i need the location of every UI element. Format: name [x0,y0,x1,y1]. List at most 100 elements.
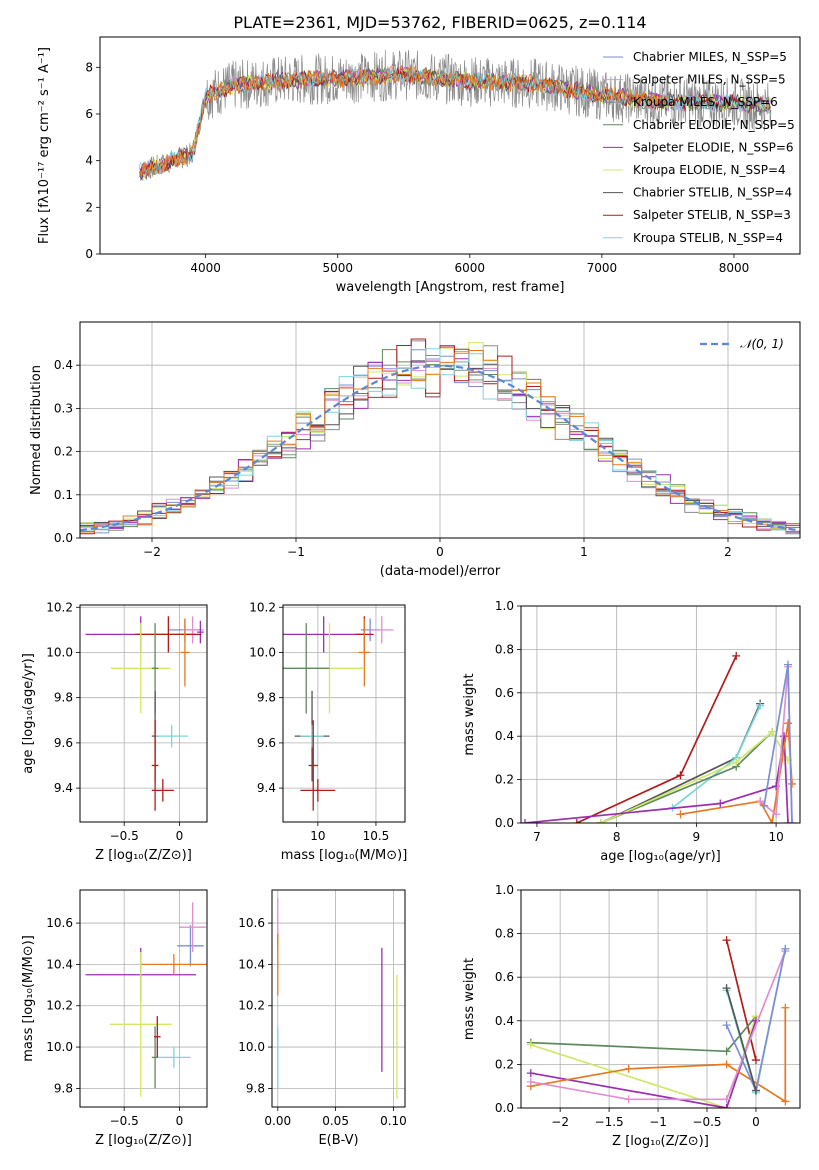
plot-area [80,338,800,535]
series-line [530,1015,757,1053]
x-tick-label: −0.5 [692,1115,721,1129]
y-tick-label: 0.3 [54,401,73,415]
legend-entry: Kroupa ELODIE, N_SSP=4 [633,163,786,177]
y-tick-label: 0.6 [495,970,514,984]
series-point [722,1021,731,1030]
series-point [781,1097,790,1106]
y-tick-label: 10.0 [238,1040,265,1054]
x-tick-label: 7 [533,830,541,844]
y-tick-label: 0.8 [495,642,514,656]
panel-age-vs-Z: −0.5 0 9.4 9.6 9.8 10.0 10.2 Z [log₁₀(Z/Z⊙)] age… [21,600,208,863]
x-tick-label: 5000 [322,261,353,275]
panel-mass-vs-Z: −0.5 0 9.8 10.0 10.2 10.4 10.6 Z [log₁₀(Z/Z⊙)] m… [21,889,208,1148]
x-tick-label: 1 [580,545,588,559]
y-tick-label: 9.8 [54,1081,73,1095]
x-tick-label: 0.10 [380,1114,407,1128]
plot-area [526,936,790,1108]
series-line [600,731,773,823]
plot-area [85,616,204,811]
series-point [788,779,797,788]
y-tick-label: 10.4 [46,957,73,971]
y-tick-label: 2 [85,200,93,214]
panel-mass-weight-vs-Z: −2 −1.5 −1 −0.5 0 0.0 0.2 0.4 0.6 0.8 1.0 Z [log₁₀(… [462,883,801,1149]
series-point [722,1104,731,1108]
y-tick-label: 4 [85,154,93,168]
y-tick-label: 0.4 [495,1014,514,1028]
series-point [768,819,777,823]
x-tick-label: 10.5 [363,829,390,843]
x-tick-label: 0.05 [322,1114,349,1128]
y-tick-label: 9.8 [257,691,276,705]
series-point [676,810,685,819]
legend-entry: Kroupa STELIB, N_SSP=4 [633,231,783,245]
series-point [751,1086,760,1095]
x-tick-label: −2 [551,1115,569,1129]
axes-frame [79,321,801,539]
axes-frame [99,36,801,255]
y-tick-label: 10.2 [46,999,73,1013]
y-tick-label: 0.8 [495,927,514,941]
x-axis-label: mass [log₁₀(M/M⊙)] [281,848,408,863]
x-tick-label: 8 [613,830,621,844]
y-tick-label: 0.4 [495,729,514,743]
y-tick-label: 10.2 [238,999,265,1013]
axes-frame [520,605,801,824]
observed-spectrum-line [139,49,772,182]
y-tick-label: 9.8 [246,1081,265,1095]
y-tick-label: 1.0 [495,599,514,613]
y-tick-label: 10.2 [249,600,276,614]
y-tick-label: 9.6 [54,736,73,750]
y-tick-label: 1.0 [495,883,514,897]
y-tick-label: 9.6 [257,736,276,750]
x-axis-label: Z [log₁₀(Z/Z⊙)] [95,1133,192,1148]
y-axis-label: mass [log₁₀(M/M⊙)] [21,935,36,1062]
series-line [530,950,787,1101]
x-tick-label: −2 [143,545,161,559]
legend-entry: 𝒩(0, 1) [740,337,784,351]
y-tick-label: 0.0 [54,531,73,545]
y-tick-label: 0.1 [54,488,73,502]
series-point [722,1047,731,1056]
x-tick-label: 0 [176,829,184,843]
gaussian-curve [80,364,800,532]
y-tick-label: 0.2 [495,773,514,787]
series-point [624,1064,633,1073]
y-axis-label: age [log₁₀(age/yr)] [21,653,36,774]
series-point [784,819,793,823]
y-tick-label: 10.0 [249,645,276,659]
series-point [722,1060,731,1069]
y-tick-label: 0.6 [495,686,514,700]
series-point [596,819,605,823]
x-tick-label: −1 [649,1115,667,1129]
y-tick-label: 10.6 [46,916,73,930]
axes-frame [520,889,801,1109]
series-point [772,810,781,819]
series-point [676,771,685,780]
x-axis-label: E(B-V) [318,1133,358,1148]
histogram-step-line [80,350,800,533]
x-tick-label: 0 [752,1115,760,1129]
x-axis-label: Z [log₁₀(Z/Z⊙)] [95,848,192,863]
y-axis-label: mass weight [462,958,477,1040]
series-point [572,819,581,823]
x-tick-label: 4000 [190,261,221,275]
panel-age-vs-mass: 10 10.5 9.4 9.6 9.8 10.0 10.2 mass [log₁₀(M/M⊙)… [249,600,407,863]
y-tick-label: 0.0 [495,816,514,830]
legend-entry: Chabrier ELODIE, N_SSP=5 [633,118,795,132]
y-axis-label: mass weight [462,673,477,755]
y-tick-label: 0 [85,247,93,261]
series-point [722,984,731,993]
figure-title: PLATE=2361, MJD=53762, FIBERID=0625, z=0… [233,13,646,32]
series-point [784,719,793,728]
model-spectrum-line [139,65,669,178]
axes-frame [271,889,406,1108]
y-tick-label: 9.4 [257,781,276,795]
y-tick-label: 10.0 [46,1040,73,1054]
x-tick-label: 0 [436,545,444,559]
series-point [756,701,765,710]
y-tick-label: 10.4 [238,957,265,971]
x-axis-label: age [log₁₀(age/yr)] [600,849,721,864]
series-point [760,801,769,810]
